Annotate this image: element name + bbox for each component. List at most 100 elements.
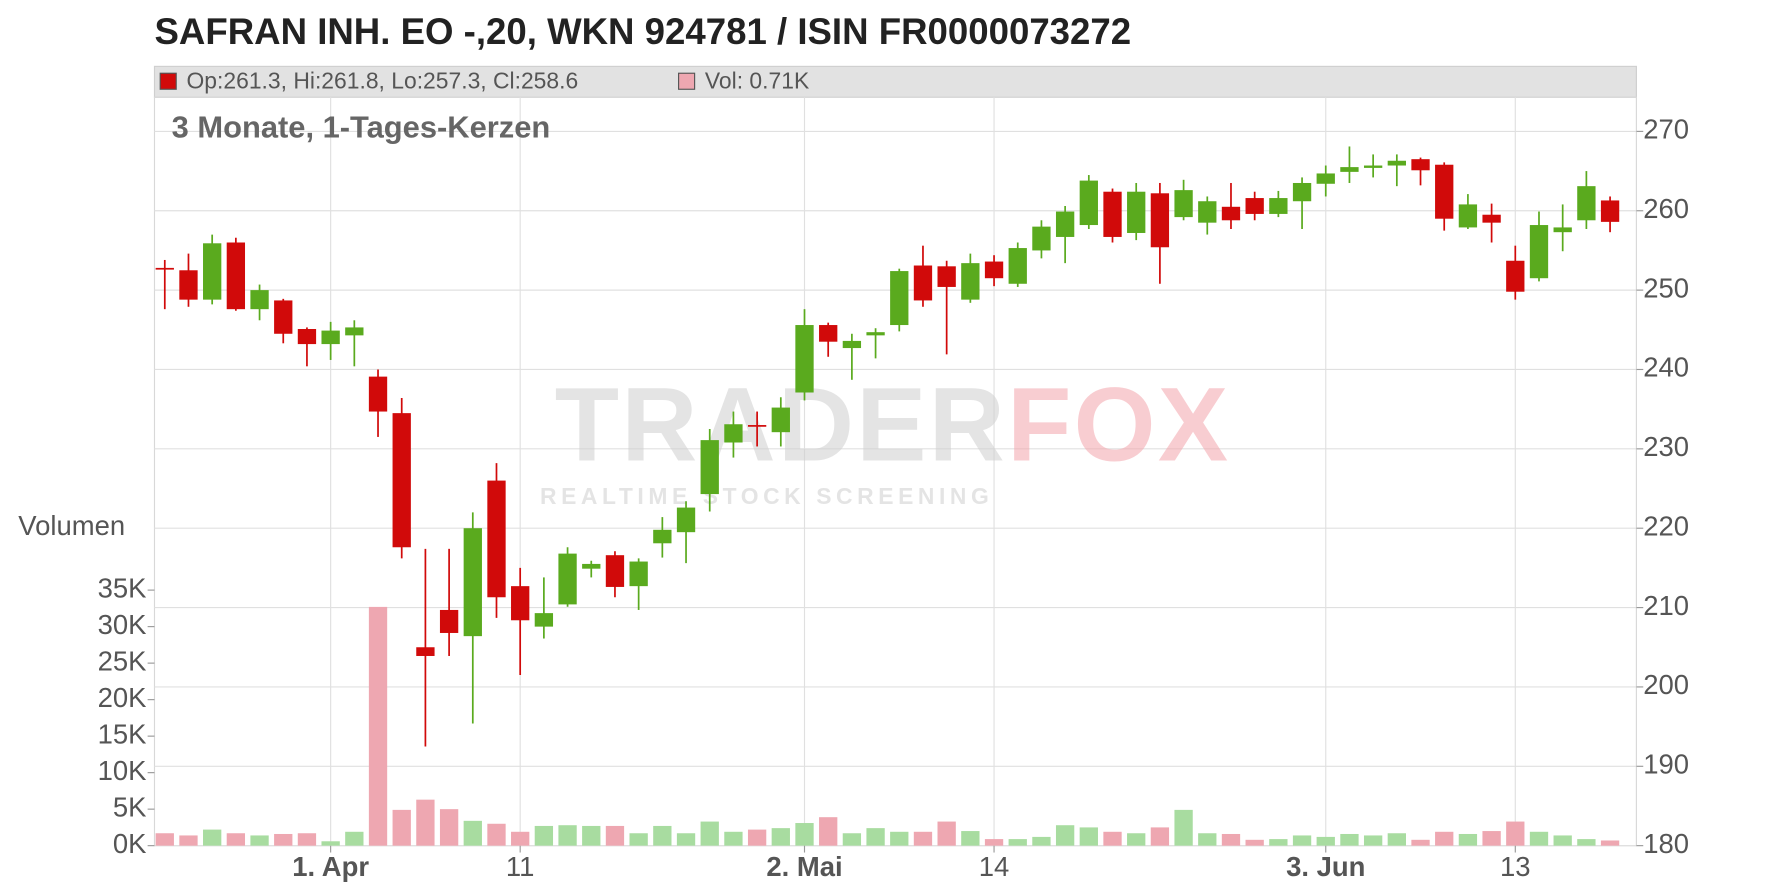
candle-body: [1411, 159, 1430, 171]
volume-bar: [1553, 835, 1572, 846]
volume-tick-label: 0K: [113, 828, 147, 859]
y-tick-label: 240: [1643, 352, 1689, 383]
volume-bar: [558, 825, 577, 846]
candle-body: [676, 507, 696, 533]
volume-bar: [203, 829, 222, 846]
volume-bar: [795, 823, 814, 846]
candle-body: [1458, 204, 1478, 228]
volume-bar: [653, 825, 672, 846]
legend-band: [153, 65, 1637, 98]
volume-tick-label: 15K: [98, 718, 147, 749]
volume-bar: [1292, 835, 1312, 846]
candle-body: [795, 325, 814, 393]
candle-body: [297, 329, 317, 345]
candle-body: [1127, 191, 1146, 233]
candle-body: [534, 613, 554, 627]
legend-swatch: [159, 72, 177, 90]
candle-body: [439, 609, 459, 633]
candle-body: [558, 553, 577, 605]
candle-body: [250, 290, 269, 310]
y-tick-label: 260: [1643, 193, 1689, 224]
volume-tick-label: 10K: [98, 755, 147, 786]
candle-body: [392, 413, 411, 548]
volume-bar: [724, 831, 743, 846]
y-tick-label: 200: [1643, 669, 1689, 700]
volume-bar: [463, 820, 482, 846]
x-tick-label: 11: [506, 851, 535, 882]
candle-body: [368, 376, 388, 412]
candle-body: [1506, 260, 1525, 292]
y-tick-label: 270: [1643, 114, 1689, 145]
volume-bar: [1316, 836, 1335, 846]
volume-tick-label: 30K: [98, 609, 147, 640]
volume-bar: [250, 835, 269, 846]
volume-bar: [676, 833, 696, 846]
volume-bar: [297, 833, 317, 846]
volume-bar: [842, 833, 862, 846]
volume-bar: [179, 835, 198, 846]
volume-bar: [1174, 809, 1193, 846]
chart-subtitle: 3 Monate, 1-Tages-Kerzen: [172, 109, 551, 144]
candle-body: [274, 300, 293, 334]
candle-body: [487, 480, 506, 598]
volume-tick-label: 5K: [113, 791, 147, 822]
candle-body: [866, 332, 885, 336]
candle-body: [1529, 225, 1549, 279]
candle-body: [1055, 211, 1075, 237]
candle-body: [345, 327, 364, 336]
legend-ohlc: Op:261.3, Hi:261.8, Lo:257.3, Cl:258.6: [187, 67, 579, 93]
volume-bar: [416, 799, 435, 846]
candle-body: [913, 265, 933, 301]
volume-bar: [1103, 831, 1122, 846]
volume-tick-label: 20K: [98, 682, 147, 713]
candle-body: [605, 555, 625, 587]
volume-bar: [1150, 827, 1170, 846]
volume-bar: [866, 828, 885, 846]
volume-bar: [1055, 825, 1075, 846]
candle-body: [1363, 165, 1383, 168]
candle-body: [1600, 200, 1620, 222]
y-tick-label: 210: [1643, 590, 1689, 621]
candle-body: [179, 270, 198, 300]
candle-body: [1079, 180, 1098, 226]
volume-bar: [747, 829, 767, 846]
volume-bar: [1600, 840, 1620, 846]
candle-body: [700, 440, 719, 495]
candle-body: [1553, 227, 1572, 233]
volume-bar: [700, 821, 719, 846]
candle-body: [961, 263, 980, 300]
candle-body: [463, 528, 482, 637]
y-tick-label: 190: [1643, 749, 1689, 780]
volume-bar: [1340, 833, 1359, 846]
volume-bar: [439, 809, 459, 846]
volume-bar: [487, 823, 506, 846]
volume-bar: [937, 821, 956, 846]
volume-bar: [345, 831, 364, 846]
volume-bar: [274, 833, 293, 846]
candle-body: [1387, 160, 1406, 166]
x-tick-label: 2. Mai: [766, 851, 842, 882]
volume-bar: [961, 831, 980, 846]
volume-bar: [1198, 833, 1217, 846]
volume-bar: [1458, 833, 1478, 846]
volume-bar: [1008, 839, 1027, 846]
volume-bar: [155, 833, 174, 846]
candle-body: [511, 586, 530, 621]
candle-body: [1245, 198, 1264, 214]
candle-body: [1316, 173, 1335, 184]
watermark-right: FOX: [1007, 366, 1230, 483]
x-tick-label: 13: [1500, 851, 1531, 882]
candle-body: [724, 424, 743, 443]
y-tick-label: 220: [1643, 510, 1689, 541]
volume-bar: [1079, 827, 1098, 846]
chart-title: SAFRAN INH. EO -,20, WKN 924781 / ISIN F…: [154, 11, 1131, 52]
volume-bar: [629, 833, 648, 846]
volume-bar: [605, 825, 625, 846]
candle-body: [203, 243, 222, 300]
volume-bar: [1482, 831, 1501, 846]
grid: 180 190 200 210 220 230 240 250 260 270 0K 5K 10K 15K…: [98, 97, 1689, 882]
candle-body: [582, 563, 601, 569]
volume-bar: [1577, 839, 1596, 846]
